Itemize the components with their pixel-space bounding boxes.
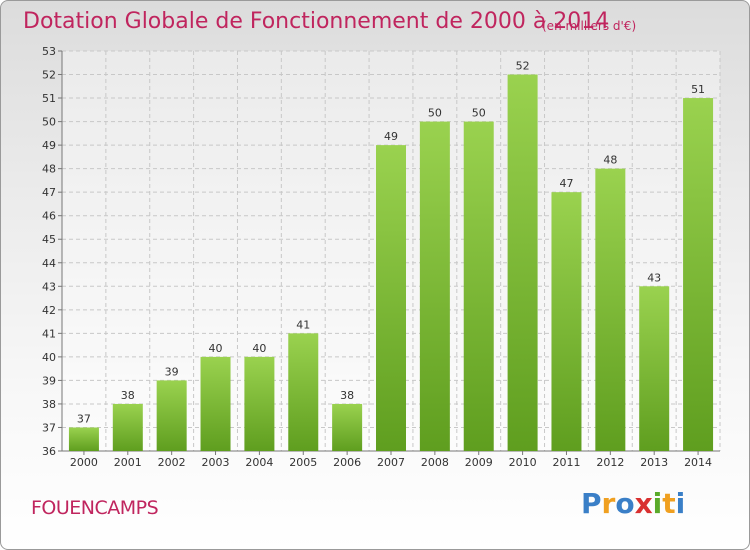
commune-name: FOUENCAMPS xyxy=(31,497,159,519)
chart-title: Dotation Globale de Fonctionnement de 20… xyxy=(23,9,610,34)
bar-2013 xyxy=(639,286,670,451)
x-tick-label-2012: 2012 xyxy=(596,456,624,469)
value-label-2005: 41 xyxy=(296,318,310,331)
y-tick-label: 50 xyxy=(42,116,56,129)
y-tick-label: 45 xyxy=(42,233,56,246)
value-label-2013: 43 xyxy=(647,271,661,284)
value-label-2003: 40 xyxy=(209,342,223,355)
bar-2002 xyxy=(156,380,187,451)
logo-letter: i xyxy=(675,487,686,520)
bar-2006 xyxy=(332,403,363,451)
y-tick-label: 42 xyxy=(42,304,56,317)
logo-letter: P xyxy=(581,487,602,520)
value-label-2009: 50 xyxy=(472,107,486,120)
value-label-2008: 50 xyxy=(428,107,442,120)
value-label-2000: 37 xyxy=(77,412,91,425)
y-tick-labels: 36 37 38 39 40 41 42 43 44 45 46 47 48 49 50 51 52 53 xyxy=(42,45,56,458)
x-tick-label-2010: 2010 xyxy=(509,456,537,469)
logo-letter: t xyxy=(662,487,676,520)
logo-letter: x xyxy=(634,487,653,520)
value-label-2014: 51 xyxy=(691,83,705,96)
bar-2012 xyxy=(595,168,626,451)
value-label-2001: 38 xyxy=(121,389,135,402)
y-tick-label: 52 xyxy=(42,69,56,82)
bar-2001 xyxy=(112,403,143,451)
x-tick-label-2004: 2004 xyxy=(245,456,273,469)
chart-subtitle: (en milliers d'€) xyxy=(542,19,637,33)
bars xyxy=(68,74,714,452)
y-tick-label: 41 xyxy=(42,327,56,340)
x-tick-label-2003: 2003 xyxy=(202,456,230,469)
x-tick-label-2002: 2002 xyxy=(158,456,186,469)
bar-2004 xyxy=(244,356,275,451)
value-label-2002: 39 xyxy=(165,365,179,378)
y-tick-label: 51 xyxy=(42,92,56,105)
x-tick-label-2014: 2014 xyxy=(684,456,712,469)
y-tick-label: 44 xyxy=(42,257,56,270)
bar-2005 xyxy=(288,333,319,451)
bar-2003 xyxy=(200,356,231,451)
bar-2009 xyxy=(463,121,494,452)
value-labels: 37 38 39 40 40 41 38 49 50 50 52 47 48 43 51 xyxy=(77,60,705,426)
value-label-2012: 48 xyxy=(603,154,617,167)
y-tick-label: 37 xyxy=(42,421,56,434)
value-label-2006: 38 xyxy=(340,389,354,402)
x-tick-labels: 2000 2001 2002 2003 2004 2005 2006 2007 2008 2009… xyxy=(70,456,712,469)
x-tick-label-2000: 2000 xyxy=(70,456,98,469)
value-label-2007: 49 xyxy=(384,130,398,143)
y-tick-label: 53 xyxy=(42,45,56,58)
value-label-2011: 47 xyxy=(559,177,573,190)
logo-letter: r xyxy=(601,487,616,520)
y-tick-label: 38 xyxy=(42,398,56,411)
x-tick-label-2011: 2011 xyxy=(552,456,580,469)
x-tick-label-2007: 2007 xyxy=(377,456,405,469)
y-tick-label: 47 xyxy=(42,186,56,199)
y-tick-label: 39 xyxy=(42,374,56,387)
bar-2010 xyxy=(507,74,538,451)
y-tick-label: 48 xyxy=(42,163,56,176)
y-tick-label: 49 xyxy=(42,139,56,152)
y-tick-label: 43 xyxy=(42,280,56,293)
logo-letter: i xyxy=(652,487,663,520)
x-tick-label-2013: 2013 xyxy=(640,456,668,469)
bar-2007 xyxy=(376,145,406,451)
x-tick-label-2008: 2008 xyxy=(421,456,449,469)
y-tick-label: 46 xyxy=(42,210,56,223)
value-label-2004: 40 xyxy=(252,342,266,355)
x-tick-label-2005: 2005 xyxy=(289,456,317,469)
x-tick-label-2006: 2006 xyxy=(333,456,361,469)
y-tick-label: 36 xyxy=(42,445,56,458)
y-tick-label: 40 xyxy=(42,351,56,364)
x-tick-label-2009: 2009 xyxy=(465,456,493,469)
bar-2011 xyxy=(551,192,582,452)
bar-2014 xyxy=(683,98,714,451)
bar-2000 xyxy=(68,427,99,451)
value-label-2010: 52 xyxy=(516,60,530,73)
bar-2008 xyxy=(419,121,450,452)
proxiti-logo[interactable]: Proxiti xyxy=(581,487,685,520)
x-tick-label-2001: 2001 xyxy=(114,456,142,469)
logo-letter: o xyxy=(615,487,635,520)
